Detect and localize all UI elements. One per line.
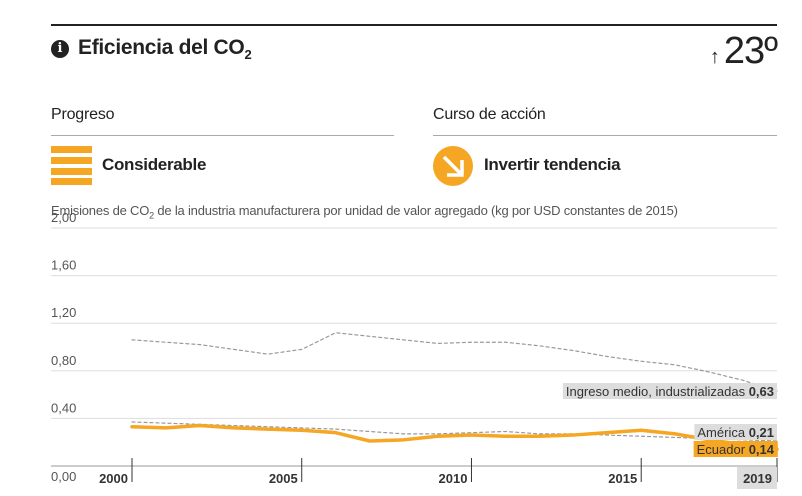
x-tick-label: 2019 — [743, 471, 772, 486]
top-rule — [51, 24, 777, 26]
series-end-label-bg — [562, 383, 777, 399]
series-end-label-bg — [694, 424, 777, 440]
info-icon[interactable]: i — [51, 40, 69, 59]
series-line-1 — [131, 421, 778, 442]
y-tick-label: 0,80 — [51, 353, 76, 368]
progress-divider — [51, 135, 394, 136]
y-tick-label: 1,60 — [51, 258, 76, 273]
series-name: América — [697, 425, 748, 440]
y-tick-label: 1,20 — [51, 305, 76, 320]
action-divider — [433, 135, 777, 136]
action-heading: Curso de acción — [433, 106, 546, 123]
series-end-value: 0,14 — [749, 442, 775, 457]
series-line-2 — [130, 423, 779, 452]
x-tick-label: 2010 — [439, 471, 468, 486]
arrow-up-icon: ↑ — [709, 46, 720, 68]
x-tick-label: 2005 — [269, 471, 298, 486]
series-end-label-0: Ingreso medio, industrializadas 0,63 — [562, 383, 777, 399]
y-tick-label: 0,40 — [51, 400, 76, 415]
y-tick-label: 0,00 — [51, 469, 76, 484]
progress-heading: Progreso — [51, 106, 115, 123]
x-tick-highlight — [737, 467, 777, 489]
x-tick-label: 2015 — [608, 471, 637, 486]
series-end-label-text: Ingreso medio, industrializadas 0,63 — [566, 384, 774, 399]
series-line-0 — [131, 332, 778, 392]
indicator-header: i Eficiencia del CO2 — [51, 36, 252, 63]
action-status: Invertir tendencia — [484, 155, 621, 174]
progress-bars-icon — [51, 146, 92, 185]
y-tick-label: 2,00 — [51, 210, 76, 225]
rank-value: 23º — [723, 30, 778, 72]
series-name: Ecuador — [697, 442, 749, 457]
reverse-trend-icon — [433, 146, 473, 186]
chart-caption: Emisiones de CO2 de la industria manufac… — [51, 203, 678, 221]
indicator-title: Eficiencia del CO2 — [78, 36, 252, 63]
progress-status: Considerable — [102, 155, 207, 174]
series-end-value: 0,63 — [749, 384, 774, 399]
x-tick-label: 2000 — [99, 471, 128, 486]
series-end-label-2: Ecuador 0,14 — [693, 441, 778, 457]
series-name: Ingreso medio, industrializadas — [566, 384, 749, 399]
series-end-label-1: América 0,21 — [694, 424, 777, 440]
series-end-label-text: Ecuador 0,14 — [697, 442, 775, 457]
series-end-label-bg — [693, 441, 778, 457]
series-end-label-text: América 0,21 — [697, 425, 774, 440]
series-end-value: 0,21 — [749, 425, 774, 440]
rank-indicator: ↑ 23º — [709, 30, 778, 73]
